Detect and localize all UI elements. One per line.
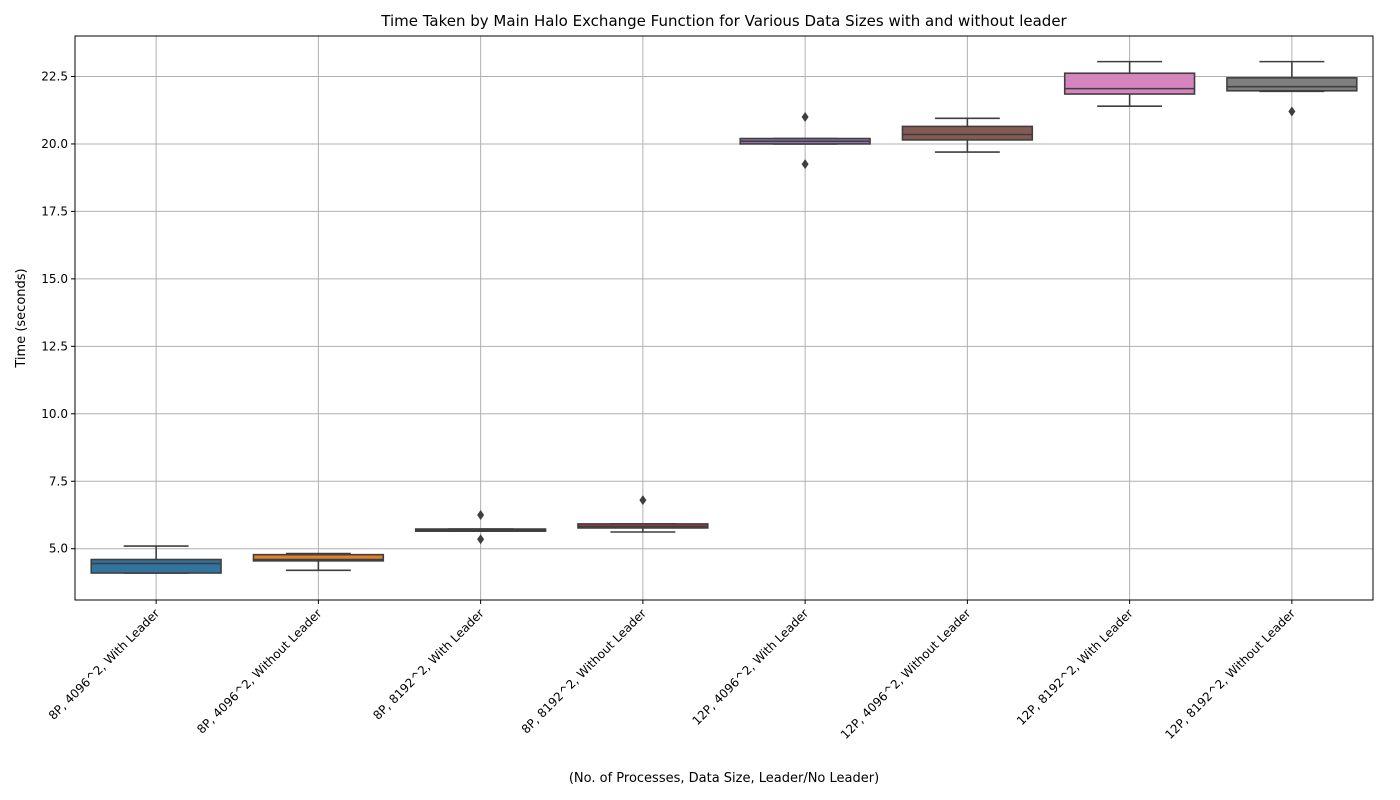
outlier-point — [477, 534, 485, 545]
box-group — [252, 552, 385, 572]
box-body — [1063, 72, 1196, 95]
y-tick-label: 20.0 — [41, 137, 68, 151]
box-group — [901, 117, 1034, 153]
x-axis-label: (No. of Processes, Data Size, Leader/No … — [569, 771, 879, 786]
y-tick-label: 7.5 — [49, 474, 68, 488]
box-body — [1226, 77, 1358, 92]
y-tick-label: 17.5 — [41, 204, 68, 218]
box-group — [1226, 60, 1358, 117]
outlier-point — [477, 509, 485, 520]
box-body — [252, 553, 385, 562]
plot-frame — [74, 35, 1374, 601]
box-body — [90, 558, 222, 574]
y-tick-label: 10.0 — [41, 407, 68, 421]
y-axis-label: Time (seconds) — [14, 268, 29, 368]
box-group — [90, 545, 222, 574]
outlier-point — [639, 495, 647, 506]
box-group — [739, 111, 871, 170]
y-tick-label: 5.0 — [49, 542, 68, 556]
outlier-point — [801, 111, 809, 122]
box-group — [414, 509, 547, 545]
box-group — [1063, 60, 1196, 107]
outlier-point — [1288, 106, 1296, 117]
box-body — [901, 125, 1034, 141]
y-axis-ticks: 5.0 7.5 10.0 12.5 15.0 17.5 20.0 22.5 — [41, 69, 75, 556]
y-tick-label: 15.0 — [41, 272, 68, 286]
box-group — [577, 495, 709, 533]
grid-layer — [75, 36, 1373, 600]
chart-title: Time Taken by Main Halo Exchange Functio… — [380, 12, 1067, 30]
box-layer — [90, 60, 1358, 574]
outlier-point — [801, 159, 809, 170]
y-tick-label: 12.5 — [41, 339, 68, 353]
y-tick-label: 22.5 — [41, 69, 68, 83]
